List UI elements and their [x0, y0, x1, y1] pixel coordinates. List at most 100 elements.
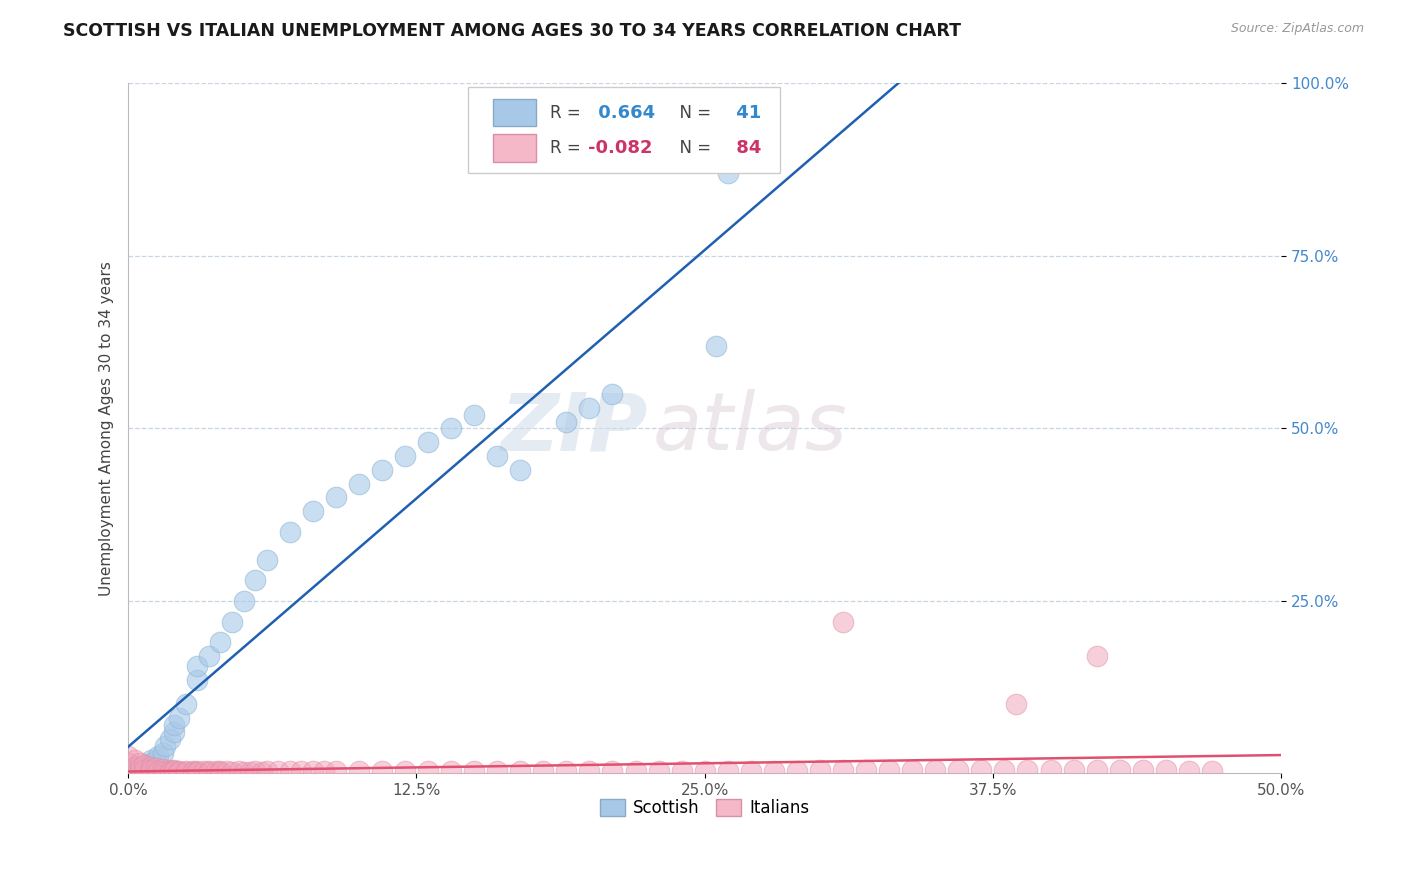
- Point: [205, 764, 228, 779]
- Point: [578, 764, 600, 779]
- Point: [267, 764, 290, 779]
- Point: [152, 762, 174, 776]
- Point: [141, 753, 163, 767]
- Point: [1132, 763, 1154, 777]
- Point: [1063, 763, 1085, 777]
- Point: [671, 764, 693, 778]
- Point: [416, 764, 439, 779]
- Point: [221, 765, 243, 780]
- Point: [740, 764, 762, 778]
- Text: N =: N =: [669, 103, 716, 121]
- Point: [325, 491, 347, 505]
- Point: [159, 763, 181, 777]
- Point: [243, 573, 266, 587]
- Point: [124, 759, 146, 773]
- Text: atlas: atlas: [652, 390, 848, 467]
- Point: [948, 763, 970, 777]
- Point: [117, 749, 139, 764]
- Point: [256, 552, 278, 566]
- Point: [117, 756, 139, 770]
- Point: [555, 764, 578, 779]
- Point: [463, 408, 485, 422]
- Point: [1005, 698, 1028, 712]
- Point: [993, 763, 1015, 777]
- Point: [970, 763, 993, 777]
- Point: [301, 764, 323, 779]
- Point: [440, 421, 463, 435]
- Point: [148, 749, 170, 764]
- Point: [167, 711, 190, 725]
- Point: [877, 763, 900, 777]
- Point: [135, 758, 157, 772]
- Point: [314, 764, 336, 779]
- Point: [181, 765, 204, 780]
- Point: [153, 764, 176, 779]
- Point: [124, 753, 146, 767]
- Point: [209, 764, 232, 779]
- Point: [117, 763, 139, 777]
- Point: [174, 765, 197, 780]
- Point: [578, 401, 600, 415]
- Point: [181, 764, 204, 779]
- Point: [1201, 764, 1223, 778]
- Point: [153, 739, 176, 753]
- Point: [463, 764, 485, 779]
- Point: [1085, 763, 1108, 777]
- Point: [924, 763, 946, 777]
- Point: [693, 764, 716, 778]
- Point: [290, 764, 312, 779]
- Point: [832, 615, 855, 629]
- Point: [371, 463, 394, 477]
- Point: [198, 765, 221, 780]
- Point: [555, 415, 578, 429]
- Point: [186, 659, 208, 673]
- Point: [141, 759, 163, 773]
- Point: [232, 594, 254, 608]
- Point: [325, 764, 347, 779]
- Point: [786, 764, 808, 778]
- Point: [371, 764, 394, 779]
- Point: [509, 463, 531, 477]
- Point: [167, 764, 190, 778]
- Point: [141, 763, 163, 777]
- Point: [394, 764, 416, 779]
- Point: [186, 764, 208, 778]
- Point: [209, 765, 232, 780]
- FancyBboxPatch shape: [492, 99, 536, 127]
- Point: [486, 449, 509, 463]
- Point: [221, 615, 243, 629]
- Point: [134, 758, 156, 772]
- Point: [1039, 763, 1062, 777]
- Point: [186, 765, 208, 780]
- Text: SCOTTISH VS ITALIAN UNEMPLOYMENT AMONG AGES 30 TO 34 YEARS CORRELATION CHART: SCOTTISH VS ITALIAN UNEMPLOYMENT AMONG A…: [63, 22, 962, 40]
- Point: [256, 764, 278, 779]
- Point: [486, 764, 509, 779]
- Point: [278, 524, 301, 539]
- Point: [209, 635, 232, 649]
- Point: [278, 764, 301, 779]
- Point: [163, 718, 186, 732]
- Point: [128, 763, 150, 777]
- Y-axis label: Unemployment Among Ages 30 to 34 years: Unemployment Among Ages 30 to 34 years: [100, 261, 114, 596]
- Point: [250, 765, 273, 780]
- Point: [174, 764, 197, 778]
- Point: [855, 763, 877, 777]
- Point: [704, 338, 727, 352]
- Point: [148, 764, 170, 779]
- Point: [186, 673, 208, 688]
- Point: [1108, 763, 1130, 777]
- Point: [1178, 764, 1201, 778]
- Point: [145, 753, 167, 767]
- Point: [416, 435, 439, 450]
- Point: [232, 765, 254, 780]
- Point: [124, 764, 146, 779]
- Point: [1085, 649, 1108, 664]
- Text: Source: ZipAtlas.com: Source: ZipAtlas.com: [1230, 22, 1364, 36]
- FancyBboxPatch shape: [468, 87, 779, 173]
- Point: [193, 764, 215, 779]
- Point: [228, 764, 250, 779]
- Point: [301, 504, 323, 518]
- Point: [141, 756, 163, 770]
- Point: [717, 764, 740, 778]
- FancyBboxPatch shape: [492, 135, 536, 162]
